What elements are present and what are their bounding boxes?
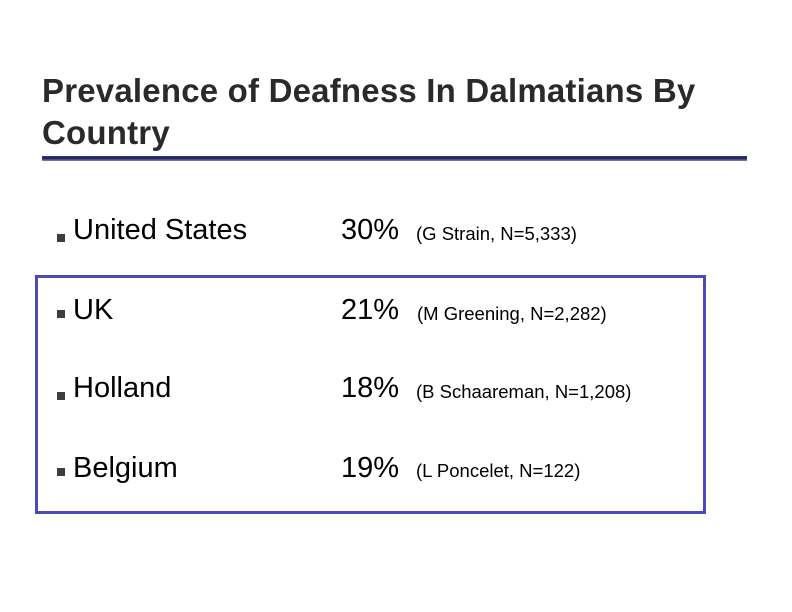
source-note: (L Poncelet, N=122)	[416, 460, 581, 481]
percent-value: 30%	[341, 214, 400, 246]
list-item-united-states: United States 30% (G Strain, N=5,333)	[0, 212, 792, 252]
source-note: (G Strain, N=5,333)	[416, 223, 577, 244]
percent-value: 19%	[341, 452, 400, 484]
list-item-belgium: Belgium 19% (L Poncelet, N=122)	[0, 450, 792, 490]
country-label: UK	[73, 294, 114, 326]
europe-highlight-box	[35, 275, 706, 514]
country-label: Belgium	[73, 452, 178, 484]
country-label: United States	[73, 214, 248, 246]
bullet-icon	[57, 392, 65, 400]
country-label: Holland	[73, 372, 172, 404]
percent-value: 21%	[341, 294, 400, 326]
source-note: (B Schaareman, N=1,208)	[416, 381, 632, 402]
bullet-icon	[57, 468, 65, 476]
bullet-icon	[57, 234, 65, 242]
source-note: (M Greening, N=2,282)	[417, 303, 607, 324]
slide-title: Prevalence of Deafness In Dalmatians By …	[42, 72, 696, 151]
bullet-icon	[57, 310, 65, 318]
title-underline	[42, 156, 747, 161]
list-item-holland: Holland 18% (B Schaareman, N=1,208)	[0, 370, 792, 410]
list-item-uk: UK 21% (M Greening, N=2,282)	[0, 292, 792, 332]
percent-value: 18%	[341, 372, 400, 404]
